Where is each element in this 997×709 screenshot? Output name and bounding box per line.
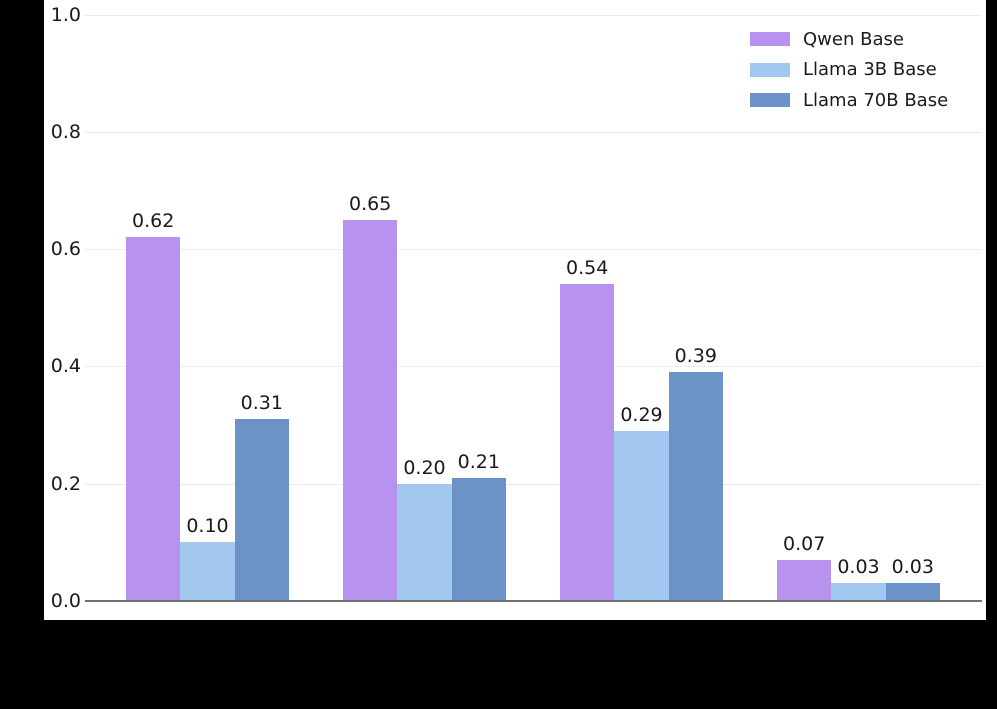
legend-label: Qwen Base	[803, 28, 904, 50]
legend-item-llama-3b-base: Llama 3B Base	[750, 55, 948, 86]
y-tick-label: 1.0	[50, 4, 81, 26]
bar-value-label: 0.21	[457, 450, 500, 473]
bar	[234, 419, 289, 601]
bar-value-label: 0.62	[132, 210, 175, 233]
legend-item-llama-70b-base: Llama 70B Base	[750, 85, 948, 116]
gridline	[85, 366, 982, 367]
y-tick-label: 0.0	[50, 590, 81, 612]
gridline	[85, 484, 982, 485]
legend-label: Llama 70B Base	[803, 89, 949, 111]
bar-value-label: 0.65	[349, 192, 392, 215]
gridline	[85, 15, 982, 16]
legend-swatch-icon	[750, 62, 790, 77]
legend-label: Llama 3B Base	[803, 59, 937, 81]
bar-value-label: 0.20	[403, 456, 446, 479]
legend-item-qwen-base: Qwen Base	[750, 24, 948, 55]
bar-value-label: 0.31	[240, 392, 283, 415]
bar-value-label: 0.07	[783, 532, 826, 555]
legend-swatch-icon	[750, 93, 790, 108]
y-tick-label: 0.4	[50, 355, 81, 377]
chart-figure: Qwen Base Llama 3B Base Llama 70B Base 0…	[44, 0, 986, 620]
bar	[451, 477, 506, 601]
bar	[126, 237, 181, 601]
y-tick-label: 0.6	[50, 238, 81, 260]
bar	[614, 430, 669, 601]
gridline	[85, 132, 982, 133]
bar	[831, 583, 886, 601]
bar	[560, 284, 615, 601]
legend-swatch-icon	[750, 32, 790, 47]
x-axis-line	[85, 600, 982, 602]
bar	[668, 372, 723, 601]
bar-value-label: 0.39	[674, 345, 717, 368]
bar	[885, 583, 940, 601]
bar-value-label: 0.03	[837, 556, 880, 579]
bar-value-label: 0.54	[566, 257, 609, 280]
bar-value-label: 0.29	[620, 403, 663, 426]
y-tick-label: 0.8	[50, 121, 81, 143]
bar-value-label: 0.10	[186, 515, 229, 538]
bar-value-label: 0.03	[891, 556, 934, 579]
bar	[397, 483, 452, 601]
gridline	[85, 249, 982, 250]
y-tick-label: 0.2	[50, 473, 81, 495]
bar	[777, 559, 832, 601]
bar	[180, 542, 235, 601]
legend: Qwen Base Llama 3B Base Llama 70B Base	[750, 24, 948, 116]
bar	[343, 219, 398, 601]
